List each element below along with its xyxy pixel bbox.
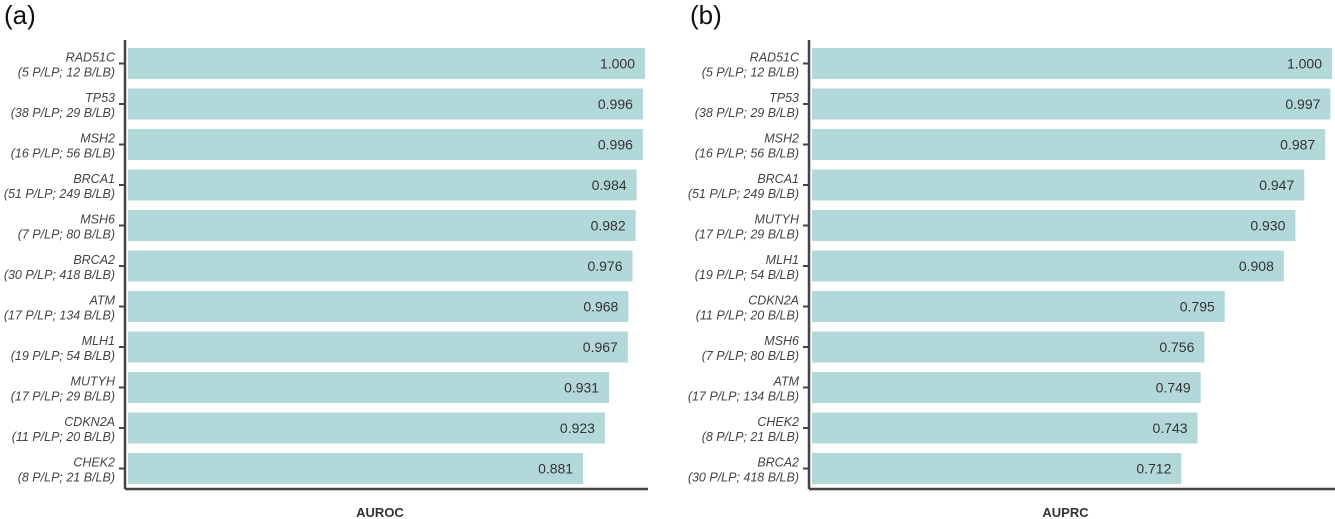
category-gene-label: TP53 <box>85 91 115 105</box>
category-count-label: (8 P/LP; 21 B/LB) <box>18 471 115 485</box>
bar-chart-auroc: 1.000 RAD51C(5 P/LP; 12 B/LB) 0.996 TP53(38… <box>4 40 648 519</box>
value-label: 0.997 <box>1285 96 1320 112</box>
category-count-label: (19 P/LP; 54 B/LB) <box>695 268 799 282</box>
category-count-label: (51 P/LP; 249 B/LB) <box>688 187 799 201</box>
category-gene-label: BRCA1 <box>73 172 115 186</box>
value-label: 0.984 <box>592 177 627 193</box>
panel-label-a: (a) <box>4 0 36 30</box>
value-label: 0.931 <box>564 380 599 396</box>
category-gene-label: CDKN2A <box>64 415 115 429</box>
bar <box>128 129 643 160</box>
category-gene-label: MLH1 <box>82 334 115 348</box>
category-count-label: (8 P/LP; 21 B/LB) <box>702 430 799 444</box>
category-count-label: (16 P/LP; 56 B/LB) <box>11 147 115 161</box>
bar <box>812 453 1182 484</box>
bar <box>128 169 637 201</box>
category-gene-label: BRCA2 <box>73 253 115 267</box>
category-gene-label: ATM <box>773 375 800 389</box>
category-gene-label: TP53 <box>769 91 799 105</box>
bar <box>128 453 584 484</box>
bar <box>128 88 643 120</box>
category-count-label: (5 P/LP; 12 B/LB) <box>702 66 799 80</box>
category-count-label: (11 P/LP; 20 B/LB) <box>12 430 115 444</box>
category-count-label: (38 P/LP; 29 B/LB) <box>11 106 115 120</box>
bar <box>812 331 1205 363</box>
bar <box>128 372 610 403</box>
panel-label-b: (b) <box>690 0 722 30</box>
value-label: 0.982 <box>591 218 626 234</box>
bar-chart-auprc: 1.000 RAD51C(5 P/LP; 12 B/LB) 0.997 TP53(38… <box>688 40 1335 519</box>
category-count-label: (5 P/LP; 12 B/LB) <box>18 66 115 80</box>
value-label: 0.756 <box>1159 339 1194 355</box>
category-gene-label: MSH2 <box>764 132 799 146</box>
category-gene-label: CDKN2A <box>748 294 799 308</box>
value-label: 0.881 <box>538 461 573 477</box>
category-count-label: (17 P/LP; 134 B/LB) <box>688 390 799 404</box>
category-count-label: (7 P/LP; 80 B/LB) <box>18 228 115 242</box>
category-gene-label: MSH6 <box>764 334 799 348</box>
value-label: 1.000 <box>1287 56 1322 72</box>
chart-panel-b: (b) 1.000 RAD51C (5 P/LP; 12 B/LB) 0.997 TP5… <box>668 0 1335 519</box>
bar <box>812 250 1284 282</box>
bar <box>128 412 605 444</box>
value-label: 0.968 <box>583 299 618 315</box>
bar <box>812 48 1332 79</box>
value-label: 0.923 <box>560 420 595 436</box>
chart-panel-a: (a) 1.000 RAD51C (5 P/LP; 12 B/LB) 0.996 TP5… <box>0 0 667 519</box>
bar <box>812 210 1296 241</box>
category-count-label: (11 P/LP; 20 B/LB) <box>696 309 799 323</box>
value-label: 0.987 <box>1280 137 1315 153</box>
category-count-label: (16 P/LP; 56 B/LB) <box>695 147 799 161</box>
bar <box>812 372 1201 403</box>
bar <box>812 291 1225 322</box>
value-label: 0.712 <box>1136 461 1171 477</box>
x-axis-title: AUROC <box>356 505 404 519</box>
category-gene-label: RAD51C <box>66 51 116 65</box>
category-count-label: (19 P/LP; 54 B/LB) <box>11 349 115 363</box>
category-gene-label: RAD51C <box>750 51 800 65</box>
category-count-label: (17 P/LP; 134 B/LB) <box>4 309 115 323</box>
category-gene-label: MUTYH <box>755 213 800 227</box>
x-axis-title: AUPRC <box>1042 505 1089 519</box>
category-gene-label: MSH6 <box>80 213 115 227</box>
bar <box>812 88 1331 120</box>
value-label: 0.976 <box>587 258 622 274</box>
value-label: 0.749 <box>1156 380 1191 396</box>
value-label: 0.967 <box>583 339 618 355</box>
category-gene-label: CHEK2 <box>757 415 799 429</box>
value-label: 0.795 <box>1180 299 1215 315</box>
bar <box>128 331 628 363</box>
category-gene-label: BRCA2 <box>757 456 799 470</box>
value-label: 0.908 <box>1239 258 1274 274</box>
value-label: 0.743 <box>1153 420 1188 436</box>
category-gene-label: ATM <box>89 294 116 308</box>
category-count-label: (30 P/LP; 418 B/LB) <box>688 471 799 485</box>
category-gene-label: BRCA1 <box>757 172 799 186</box>
bar <box>128 210 636 241</box>
category-count-label: (17 P/LP; 29 B/LB) <box>11 390 115 404</box>
category-gene-label: MUTYH <box>71 375 116 389</box>
bar <box>128 250 633 282</box>
category-count-label: (7 P/LP; 80 B/LB) <box>702 349 799 363</box>
bar <box>812 412 1198 444</box>
bar <box>128 48 645 79</box>
category-count-label: (38 P/LP; 29 B/LB) <box>695 106 799 120</box>
value-label: 1.000 <box>600 56 635 72</box>
value-label: 0.996 <box>598 137 633 153</box>
bar <box>812 169 1305 201</box>
category-count-label: (30 P/LP; 418 B/LB) <box>4 268 115 282</box>
category-gene-label: MLH1 <box>766 253 799 267</box>
category-gene-label: MSH2 <box>80 132 115 146</box>
bar <box>128 291 629 322</box>
bar <box>812 129 1326 160</box>
value-label: 0.947 <box>1259 177 1294 193</box>
value-label: 0.996 <box>598 96 633 112</box>
category-count-label: (51 P/LP; 249 B/LB) <box>4 187 115 201</box>
value-label: 0.930 <box>1250 218 1285 234</box>
category-count-label: (17 P/LP; 29 B/LB) <box>695 228 799 242</box>
category-gene-label: CHEK2 <box>73 456 115 470</box>
